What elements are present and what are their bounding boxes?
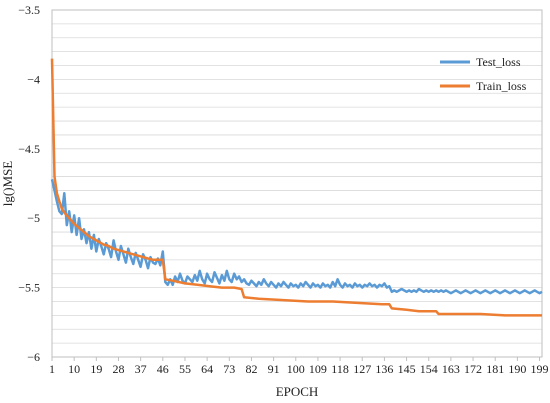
grid — [52, 23, 542, 344]
x-tick-label: 64 — [201, 362, 213, 376]
x-tick-label: 181 — [486, 362, 504, 376]
series-line-test-loss — [50, 179, 543, 295]
x-tick-label: 109 — [309, 362, 327, 376]
x-axis-title: EPOCH — [276, 384, 319, 399]
x-tick-label: 172 — [464, 362, 482, 376]
y-tick-label: −5.5 — [18, 281, 40, 295]
x-tick-label: 19 — [90, 362, 102, 376]
y-tick-label: −4 — [27, 72, 40, 86]
x-tick-label: 1 — [49, 362, 55, 376]
y-tick-label: −5 — [27, 211, 40, 225]
series-line-train-loss — [50, 58, 542, 317]
y-axis-ticks: −3.5 −4 −4.5 −5 −5.5 −6 — [18, 3, 40, 364]
x-tick-label: 37 — [135, 362, 147, 376]
x-tick-label: 199 — [531, 362, 549, 376]
x-tick-label: 28 — [112, 362, 124, 376]
x-tick-label: 46 — [157, 362, 169, 376]
legend: Test_loss Train_loss — [440, 55, 527, 93]
y-tick-label: −4.5 — [18, 142, 40, 156]
x-tick-label: 154 — [420, 362, 438, 376]
x-tick-label: 100 — [287, 362, 305, 376]
y-tick-label: −6 — [27, 350, 40, 364]
x-axis-ticks: 1 10 19 28 37 46 55 64 73 82 91 100 109 118 127 136 145 1… — [49, 357, 549, 376]
legend-label-test-loss: Test_loss — [476, 55, 521, 69]
x-tick-label: 163 — [442, 362, 460, 376]
x-tick-label: 190 — [508, 362, 526, 376]
x-tick-label: 145 — [398, 362, 416, 376]
x-tick-label: 55 — [179, 362, 191, 376]
x-tick-label: 127 — [353, 362, 371, 376]
x-tick-label: 82 — [245, 362, 257, 376]
y-tick-label: −3.5 — [18, 3, 40, 17]
series-layer — [50, 58, 543, 317]
x-tick-label: 73 — [223, 362, 235, 376]
x-tick-label: 91 — [268, 362, 280, 376]
x-tick-label: 118 — [331, 362, 349, 376]
y-axis-title: lg()MSE — [0, 161, 15, 207]
x-tick-label: 136 — [375, 362, 393, 376]
legend-label-train-loss: Train_loss — [476, 79, 527, 93]
x-tick-label: 10 — [68, 362, 80, 376]
